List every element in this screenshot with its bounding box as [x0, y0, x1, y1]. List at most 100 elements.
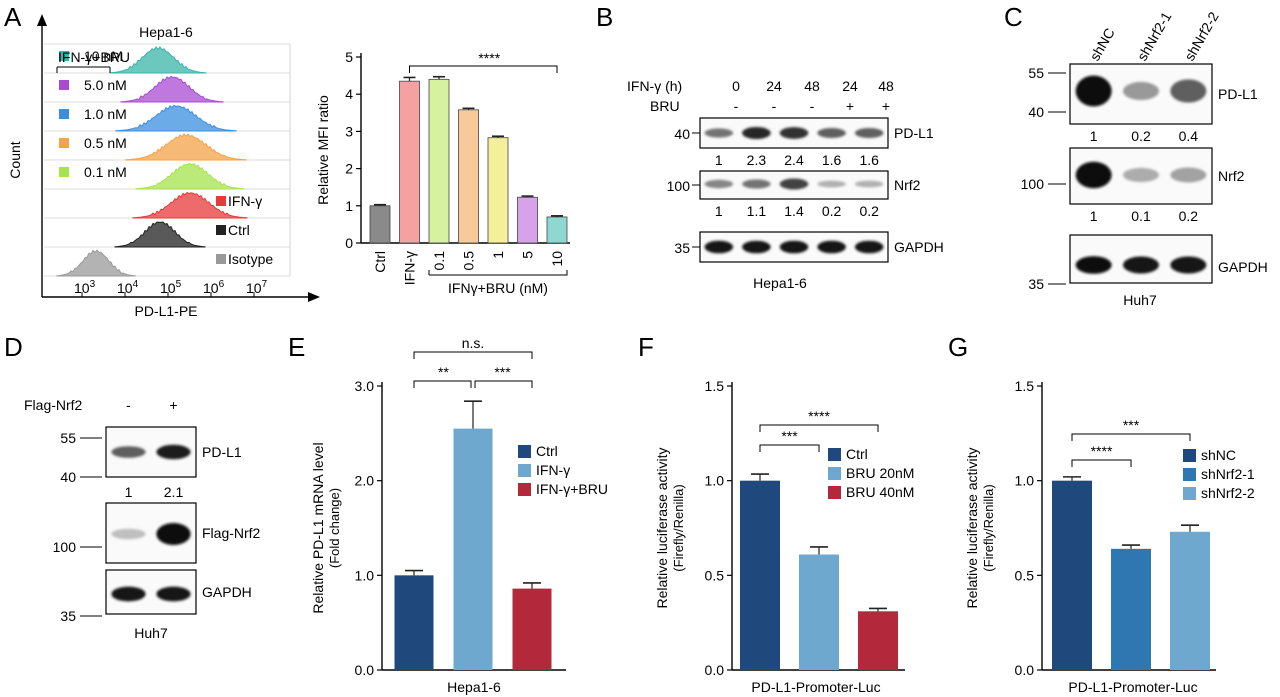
x-axis-label: PD-L1-Promoter-Luc	[1068, 679, 1197, 695]
legend-label-ifn: IFN-γ	[536, 462, 570, 478]
blot-d-name-pd-l1: PD-L1	[202, 444, 242, 460]
legend-swatch-ctrl	[216, 225, 226, 235]
bar-shnc	[1052, 480, 1092, 670]
histogram-x-ticks: 103 104 105 106 107	[74, 279, 268, 297]
bar-10	[546, 216, 568, 244]
x-tick-label-0-1: 0.1	[431, 251, 447, 271]
blot-c-name-pd-l1: PD-L1	[1218, 86, 1258, 102]
significance-bracket	[409, 65, 558, 73]
legend-swatch-bru-40nm	[828, 486, 841, 499]
bar-5	[517, 196, 538, 244]
blot-band-c-nrf2	[1075, 161, 1112, 189]
dose-group-bracket	[428, 270, 568, 276]
panel-label-f: F	[638, 332, 654, 362]
x-tick-label-5: 5	[520, 251, 536, 259]
significance-label-x: ***	[781, 428, 798, 444]
mrna-bar-chart: 0.0 1.0 2.0 3.0 Relative PD-L1 mRNA level (Fo…	[310, 335, 608, 695]
bar-ctrl	[369, 205, 391, 244]
x-tick-label-ctrl: Ctrl	[372, 251, 388, 273]
histogram-curve-0-5-nm	[125, 132, 247, 161]
histogram-x-tick-label: 107	[246, 279, 268, 296]
blot-d-marker: 40	[60, 469, 76, 485]
x-tick-label-1: 1	[490, 251, 506, 259]
legend-swatch-ifn	[216, 196, 226, 206]
legend-label-ctrl: Ctrl	[536, 443, 558, 459]
blot-band-b-nrf2	[742, 179, 771, 189]
blot-band-b-nrf2	[854, 180, 884, 188]
blot-band-d-gapdh	[156, 586, 191, 602]
y-axis-label: Relative PD-L1 mRNA level	[310, 442, 326, 613]
blot-b-name-pd-l1: PD-L1	[894, 125, 934, 141]
blot-b-ifn-value: 24	[842, 78, 858, 94]
y-axis-label-units: (Firefly/Renilla)	[671, 484, 686, 571]
y-tick-label: 5	[345, 49, 353, 65]
x-tick-label-ifn: IFN-γ	[402, 251, 418, 285]
y-tick-label: 2.0	[355, 473, 375, 489]
legend-swatch-shnrf2-1	[1183, 468, 1196, 481]
histogram-x-tick-label: 105	[160, 279, 182, 296]
blot-b-ifn-value: 48	[804, 78, 820, 94]
legend-swatch-bru-20nm	[828, 467, 841, 480]
histogram-header-bracket	[56, 66, 111, 73]
significance-label-x: ***	[1123, 417, 1140, 433]
blot-b-marker: 40	[674, 126, 690, 142]
blot-b-bru-label: BRU	[650, 98, 680, 114]
panel-label-c: C	[1004, 2, 1023, 32]
blot-d-quant: 2.1	[164, 484, 184, 500]
histogram-panel: Hepa1-6 10 nM 5.0 nM 1.0 nM 0.5 nM 0.1 nM IFN…	[7, 14, 320, 319]
blot-b-quant: 1	[715, 203, 723, 219]
blot-c-quant: 0.4	[1179, 128, 1199, 144]
legend-label-10-nm: 10 nM	[84, 48, 123, 64]
significance-bracket	[759, 444, 820, 452]
significance-bracket	[474, 380, 533, 388]
blot-band-b-pd-l1	[854, 128, 884, 138]
legend-swatch-5-0-nm	[59, 80, 69, 90]
histogram-rows: 10 nM 5.0 nM 1.0 nM 0.5 nM 0.1 nM IFN-γ Ctrl Is…	[44, 43, 291, 277]
blot-c-marker: 35	[1028, 276, 1044, 292]
blot-band-b-gapdh	[779, 240, 809, 254]
significance-bracket	[1071, 433, 1191, 441]
legend-swatch-shnrf2-2	[1183, 487, 1196, 500]
y-tick-label: 0.0	[355, 662, 375, 678]
y-axis-label: Relative luciferase activity	[964, 447, 980, 608]
significance-label-n-s: n.s.	[462, 335, 485, 351]
blot-band-b-gapdh	[704, 240, 734, 254]
blot-c-name-gapdh: GAPDH	[1218, 259, 1268, 275]
blot-band-d-gapdh	[111, 586, 146, 602]
luciferase-bru-bar-chart: 0.0 0.5 1.0 1.5 Relative luciferase activity…	[654, 378, 914, 695]
histogram-curve-5-0-nm	[120, 75, 224, 103]
blot-c-marker: 100	[1021, 176, 1045, 192]
panel-label-b: B	[596, 2, 613, 32]
legend-label-ifn-bru: IFN-γ+BRU	[536, 481, 608, 497]
legend-label-1-0-nm: 1.0 nM	[84, 106, 127, 122]
histogram-cell-line: Hepa1-6	[139, 24, 193, 40]
legend-label-shnc: shNC	[1201, 447, 1236, 463]
blot-d-row-label: Flag-Nrf2	[24, 397, 83, 413]
blot-b-quant: 1.6	[859, 152, 879, 168]
blot-d-cell-line: Huh7	[134, 625, 168, 641]
blot-c-lane-shnrf2-1: shNrf2-1	[1134, 9, 1175, 64]
blot-band-b-nrf2	[779, 178, 809, 190]
legend-label-bru-20nm: BRU 20nM	[846, 465, 914, 481]
blot-b-marker: 100	[667, 178, 691, 194]
blot-d-lane-value: -	[126, 397, 131, 413]
blot-b-quant: 1.6	[822, 152, 842, 168]
histogram-y-arrow	[37, 14, 47, 26]
blot-c-marker: 40	[1028, 104, 1044, 120]
blot-band-b-nrf2	[817, 180, 846, 188]
legend-swatch-ifn	[518, 464, 531, 477]
x-tick-label-10: 10	[549, 251, 565, 267]
blot-band-d-pd-l1	[156, 444, 191, 460]
blot-c-lane-shnc: shNC	[1086, 25, 1117, 63]
bar-bru-20nm	[799, 554, 839, 670]
histogram-curve-1-0-nm	[115, 104, 237, 132]
blot-band-d-flag-nrf2	[111, 528, 146, 540]
histogram-y-label: Count	[7, 141, 23, 178]
blot-d-marker: 100	[53, 539, 77, 555]
blot-b-bru-value: +	[846, 98, 854, 114]
y-tick-label: 1.0	[1015, 473, 1035, 489]
bar-0-5	[458, 109, 479, 244]
blot-band-c-pd-l1	[1075, 75, 1112, 107]
